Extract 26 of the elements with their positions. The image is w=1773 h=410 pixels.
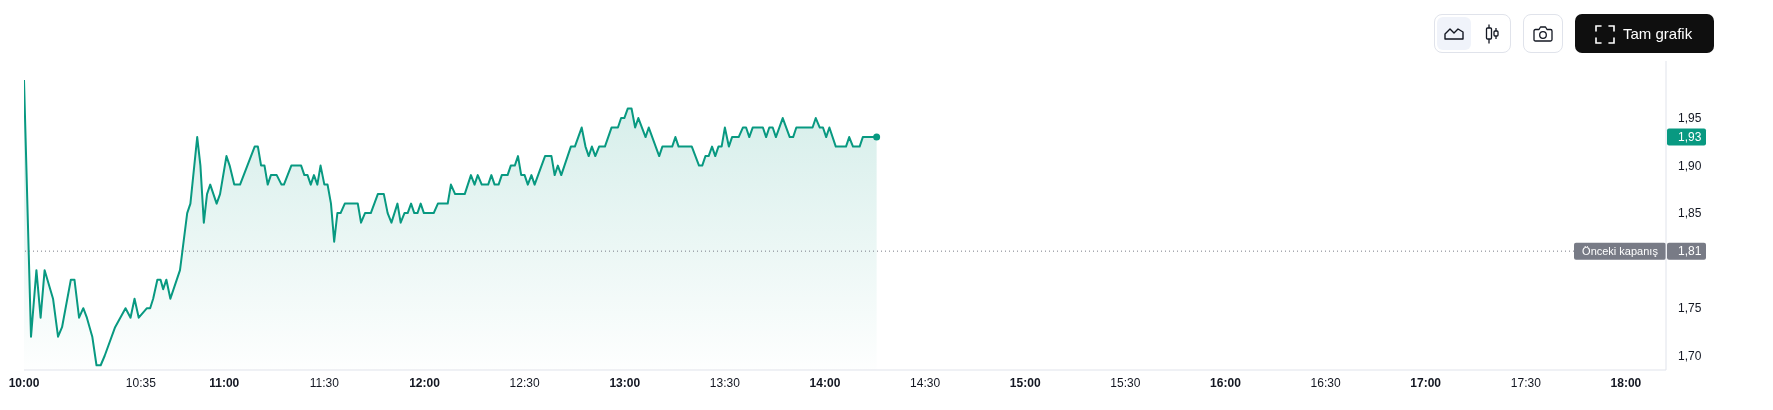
full-chart-button: Tam grafik	[1575, 14, 1714, 53]
x-tick-label: 10:00	[8, 376, 40, 390]
x-tick-label: 12:00	[409, 376, 441, 390]
x-tick-label: 13:00	[609, 376, 641, 390]
x-tick-label: 16:30	[1310, 376, 1341, 390]
x-tick-label: 17:30	[1510, 376, 1542, 390]
x-tick-label: 18:00	[1610, 376, 1642, 390]
x-tick-label: 14:30	[910, 376, 941, 390]
y-tick-label: 1,81	[1678, 244, 1702, 259]
x-tick-label: 17:00	[1410, 376, 1442, 390]
y-tick-label: 1,75	[1678, 301, 1702, 316]
x-tick-label: 11:30	[309, 376, 340, 390]
y-tick-label: 1,95	[1678, 111, 1702, 126]
x-tick-label: 16:00	[1210, 376, 1242, 390]
x-tick-label: 14:00	[809, 376, 841, 390]
x-tick-label: 11:00	[209, 376, 240, 390]
x-tick-label: 13:30	[709, 376, 741, 390]
ref-line-label: Önceki kapanış	[1582, 245, 1659, 258]
x-tick-label: 15:00	[1009, 376, 1041, 390]
y-tick-label: 1,85	[1678, 206, 1702, 221]
y-tick-label: 1,90	[1678, 158, 1702, 173]
y-tick-label: 1,70	[1678, 348, 1702, 363]
y-tick-label: 1,93	[1678, 130, 1702, 145]
x-tick-label: 12:30	[509, 376, 540, 390]
x-tick-label: 15:30	[1110, 376, 1141, 390]
x-tick-label: 10:35	[125, 376, 157, 390]
